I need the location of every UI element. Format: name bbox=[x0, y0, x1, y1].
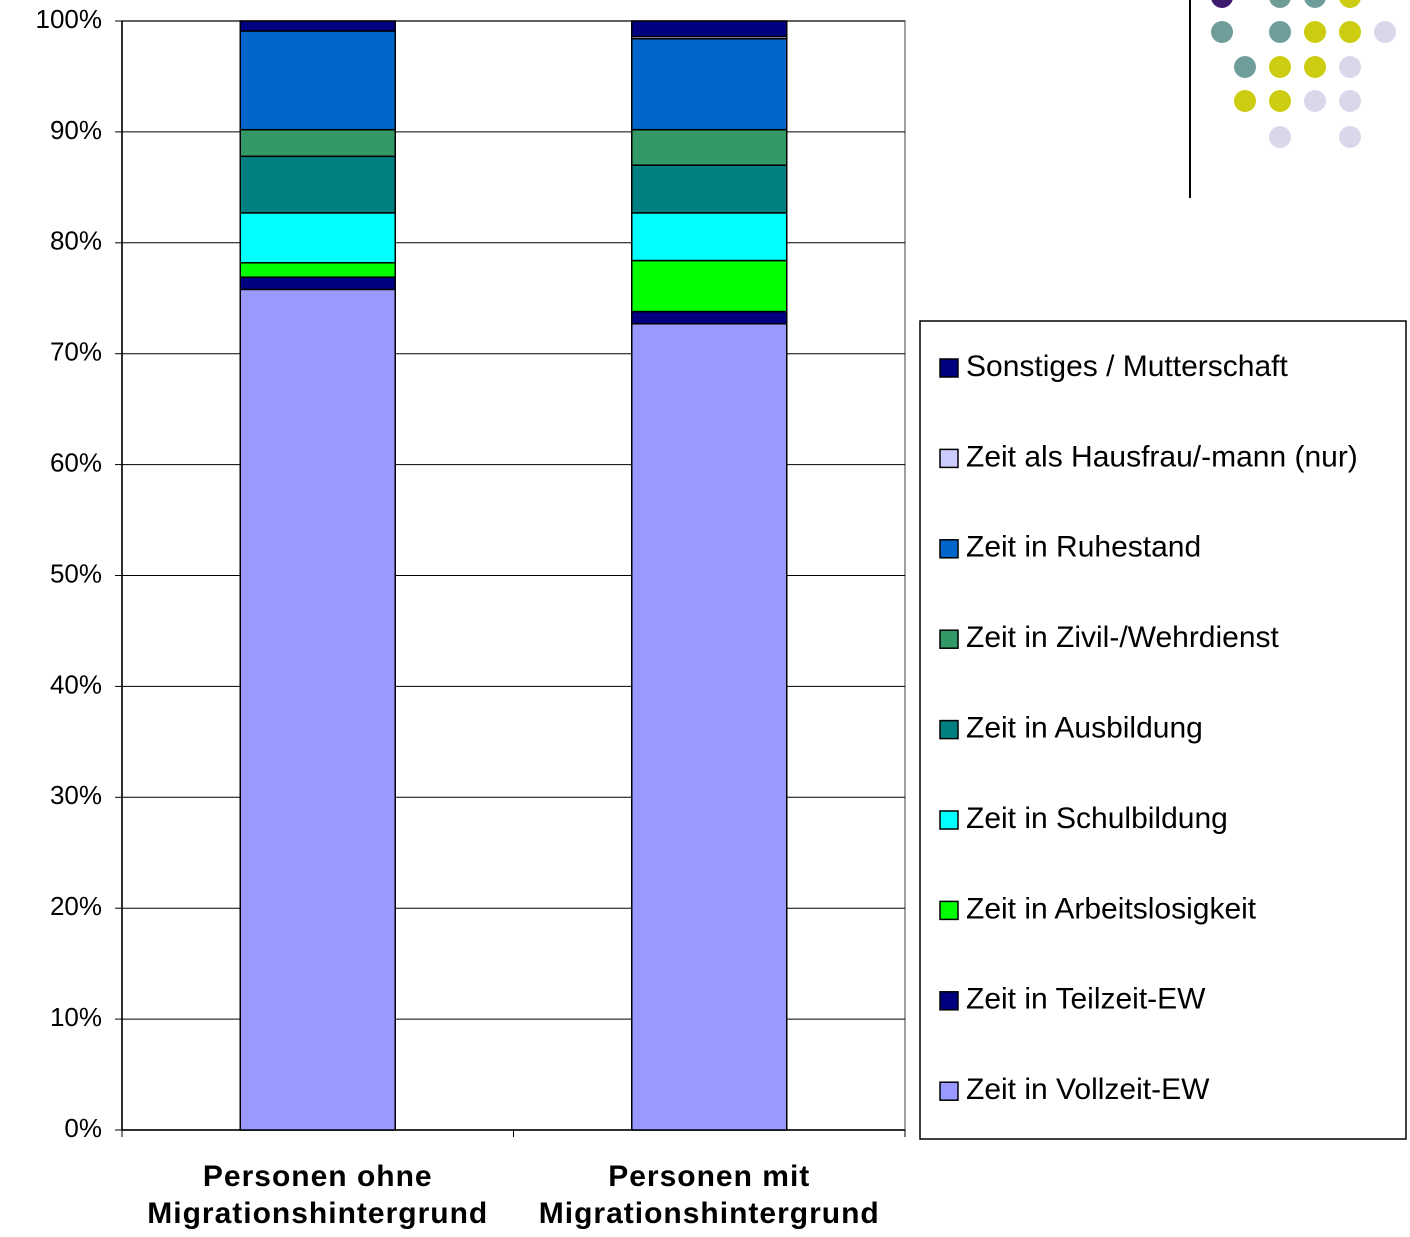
bar-segment bbox=[239, 212, 396, 264]
dot bbox=[1269, 0, 1291, 8]
dot bbox=[1269, 21, 1291, 43]
legend-swatch bbox=[939, 810, 959, 830]
legend-label: Zeit als Hausfrau/-mann (nur) bbox=[966, 440, 1358, 473]
legend-label: Zeit in Ruhestand bbox=[966, 531, 1201, 564]
dot bbox=[1304, 90, 1326, 112]
y-tick-label: 70% bbox=[50, 337, 102, 367]
legend-swatch bbox=[939, 539, 959, 559]
legend-label: Zeit in Schulbildung bbox=[966, 802, 1228, 835]
bar-segment bbox=[239, 128, 396, 158]
legend-label: Zeit in Vollzeit-EW bbox=[966, 1073, 1210, 1106]
legend-swatch bbox=[939, 1081, 959, 1101]
dot bbox=[1339, 126, 1361, 148]
y-tick-label: 90% bbox=[50, 115, 102, 145]
bar-segment bbox=[631, 212, 788, 262]
dot bbox=[1339, 0, 1361, 8]
dot bbox=[1339, 56, 1361, 78]
dot bbox=[1339, 90, 1361, 112]
legend-swatch bbox=[939, 719, 959, 740]
legend-swatch bbox=[939, 629, 959, 649]
bar-segment bbox=[239, 20, 396, 32]
legend-label: Zeit in Teilzeit-EW bbox=[966, 983, 1206, 1016]
y-tick-label: 40% bbox=[50, 669, 102, 699]
dot bbox=[1211, 0, 1233, 8]
y-tick-label: 50% bbox=[50, 558, 102, 588]
legend-label: Zeit in Ausbildung bbox=[966, 712, 1203, 745]
bar-segment bbox=[631, 310, 788, 325]
bar-segment bbox=[239, 30, 396, 131]
legend-label: Sonstiges / Mutterschaft bbox=[966, 350, 1288, 383]
bar-segment bbox=[239, 155, 396, 214]
legend-swatch bbox=[939, 448, 959, 469]
y-tick-label: 100% bbox=[36, 4, 103, 34]
legend-swatch bbox=[939, 900, 959, 921]
bar-segment bbox=[631, 259, 788, 313]
y-tick-label: 20% bbox=[50, 891, 102, 921]
bar-segment bbox=[631, 20, 788, 38]
dot bbox=[1234, 56, 1256, 78]
dot bbox=[1269, 90, 1291, 112]
dot bbox=[1269, 126, 1291, 148]
dot bbox=[1304, 0, 1326, 8]
legend-swatch bbox=[939, 991, 959, 1011]
dot bbox=[1374, 21, 1396, 43]
bar-segment bbox=[239, 262, 396, 278]
decoration bbox=[1189, 0, 1396, 198]
x-tick-label: Personen ohne Migrationshintergrund bbox=[147, 1160, 489, 1230]
x-tick-label: Personen mit Migrationshintergrund bbox=[538, 1160, 880, 1230]
bar-segment bbox=[239, 288, 396, 1131]
legend-label: Zeit in Arbeitslosigkeit bbox=[966, 892, 1257, 925]
bar-segment bbox=[631, 323, 788, 1131]
dot bbox=[1211, 21, 1233, 43]
bar-segment bbox=[631, 164, 788, 214]
legend-box bbox=[919, 320, 1407, 1140]
dot bbox=[1234, 90, 1256, 112]
dot bbox=[1304, 21, 1326, 43]
bar-segment bbox=[239, 276, 396, 291]
y-tick-label: 0% bbox=[64, 1113, 102, 1143]
y-tick-label: 30% bbox=[50, 780, 102, 810]
dot bbox=[1339, 21, 1361, 43]
dot bbox=[1304, 56, 1326, 78]
dot bbox=[1269, 56, 1291, 78]
legend-label: Zeit in Zivil-/Wehrdienst bbox=[966, 621, 1280, 654]
y-tick-label: 60% bbox=[50, 447, 102, 477]
legend-swatch bbox=[939, 358, 959, 378]
bar-segment bbox=[631, 37, 788, 131]
y-tick-label: 10% bbox=[50, 1002, 102, 1032]
y-tick-label: 80% bbox=[50, 226, 102, 256]
bar-segment bbox=[631, 128, 788, 166]
